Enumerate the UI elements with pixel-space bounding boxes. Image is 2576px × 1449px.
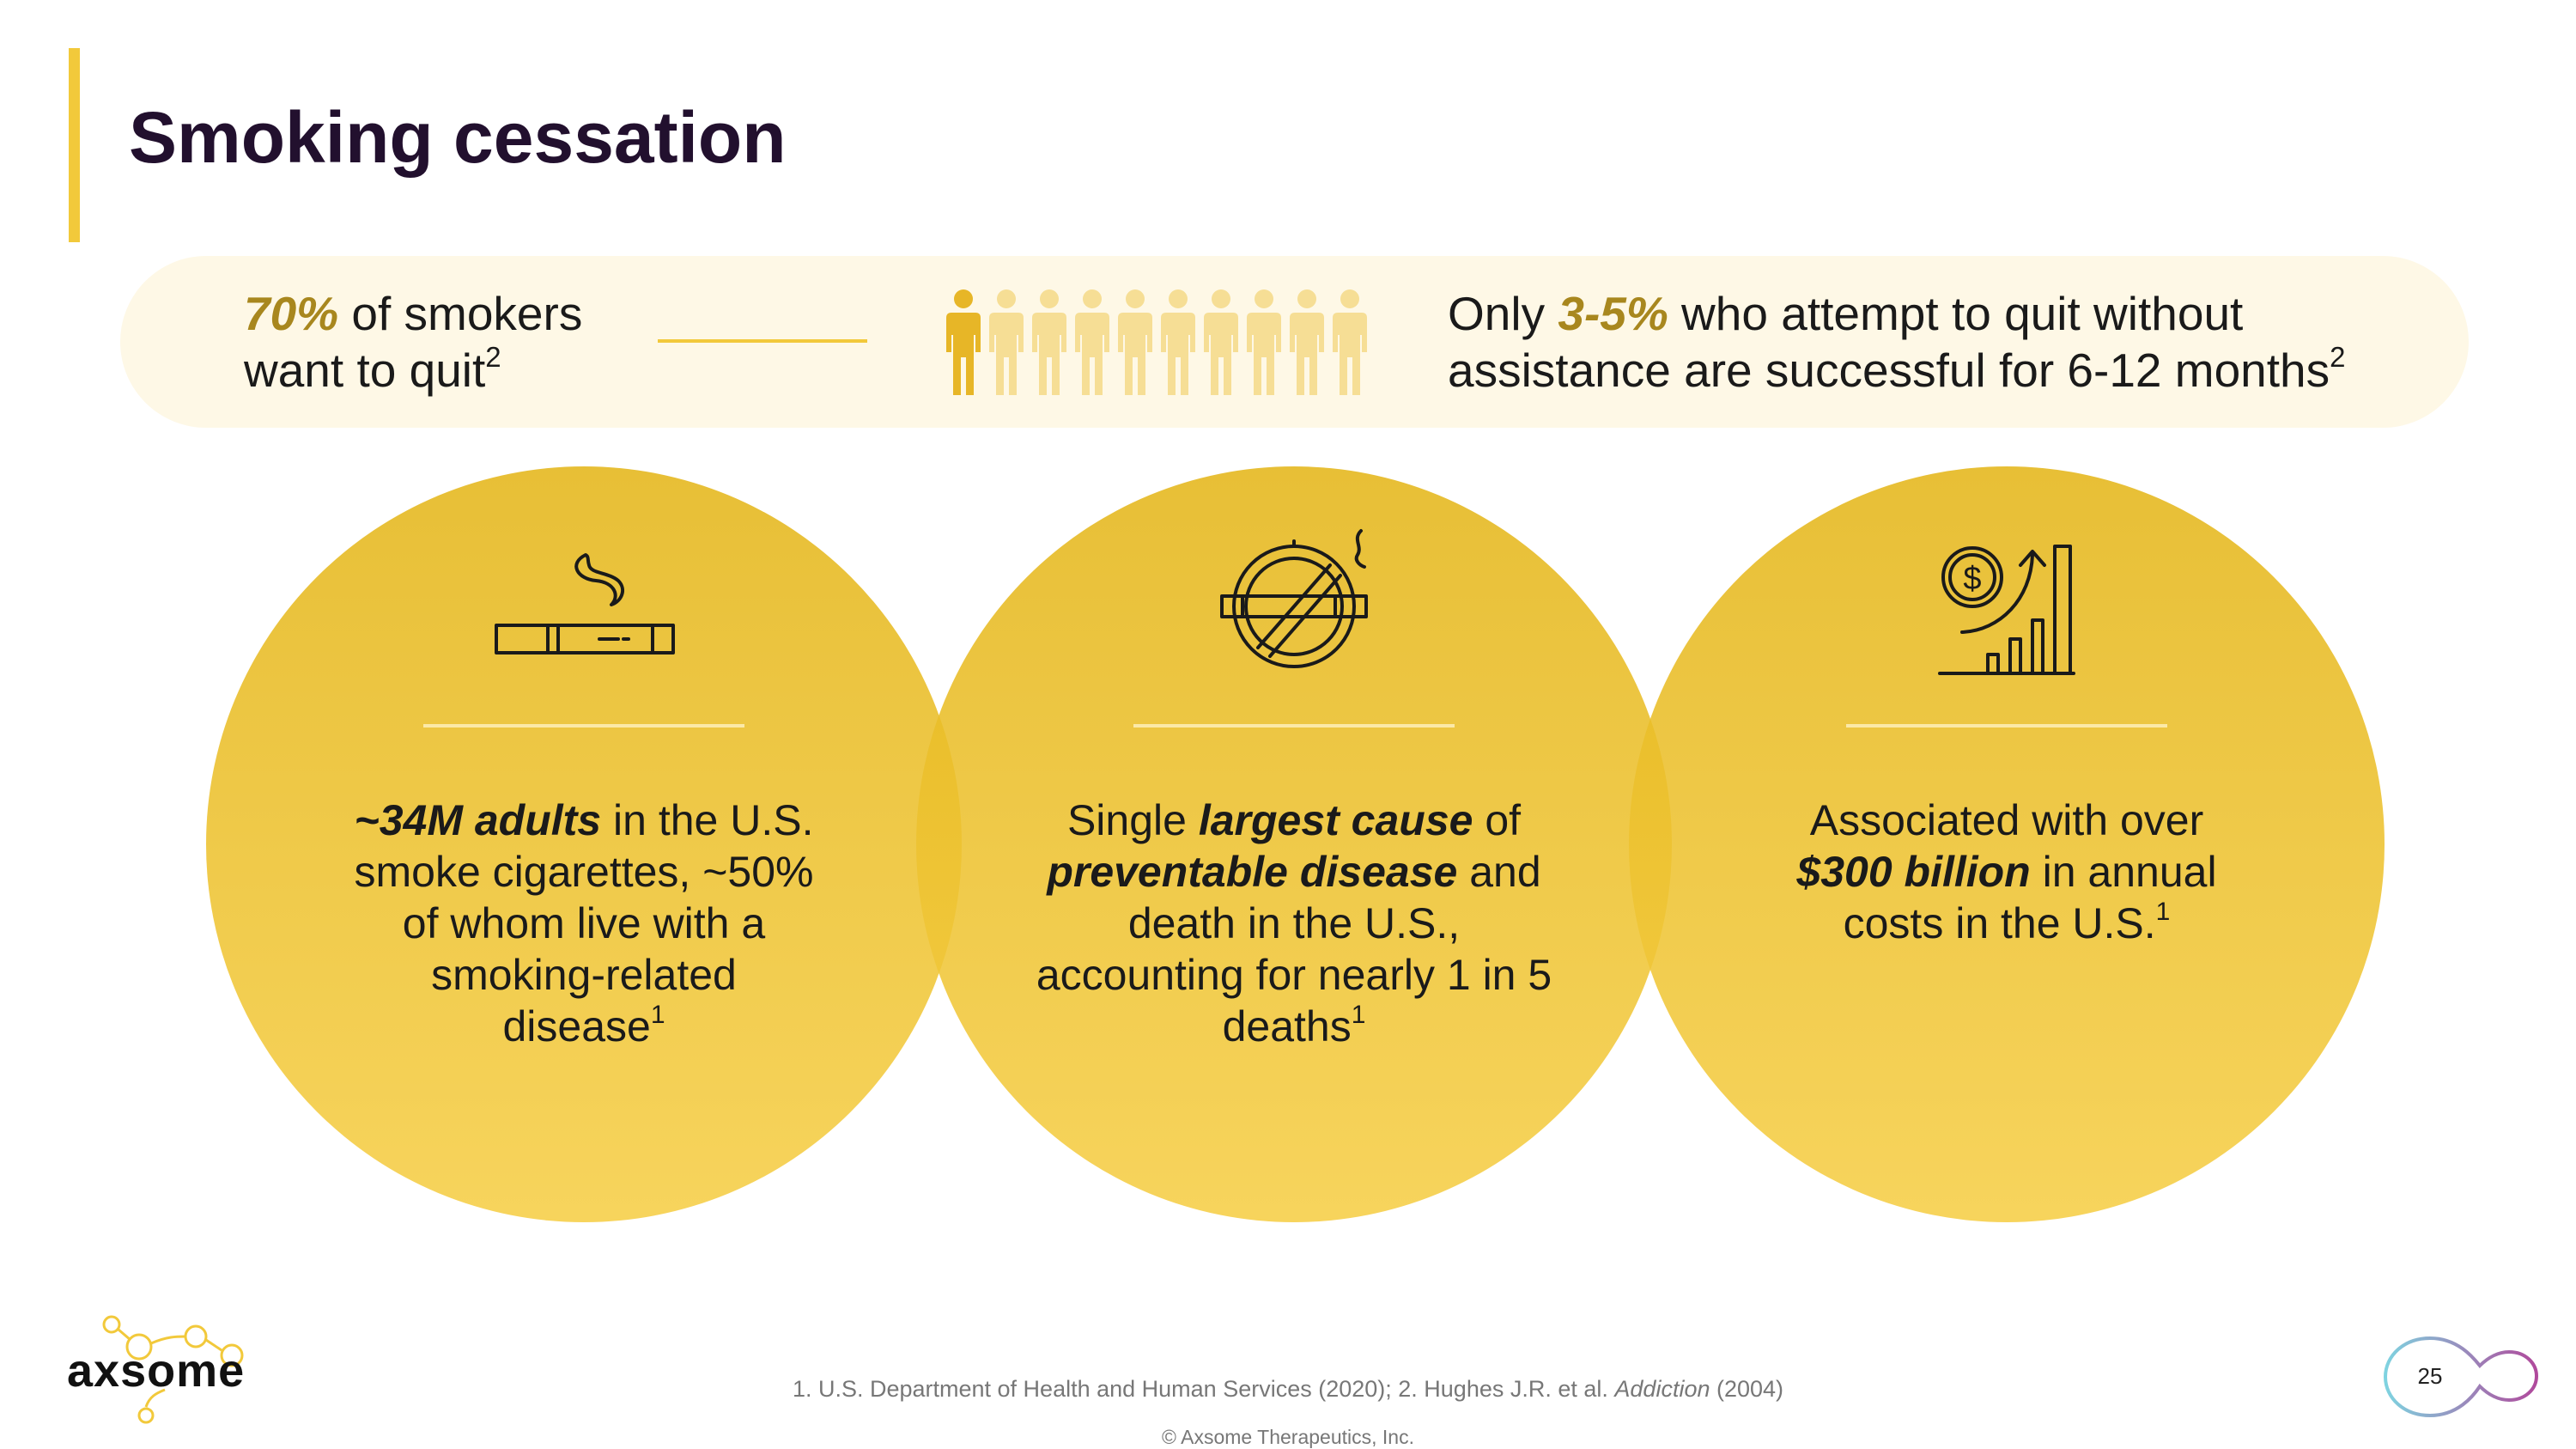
emphasis-text: $300 billion <box>1796 848 2031 896</box>
footnote-ref: 2 <box>485 340 501 373</box>
stat-highlight: 70% <box>244 287 339 340</box>
axsome-logo-mark <box>102 1315 244 1424</box>
footnote-ref: 1 <box>1351 1001 1366 1029</box>
footnote-ref: 2 <box>2330 340 2346 373</box>
stat-text: of smokers <box>338 287 583 340</box>
emphasis-text: ~34M adults <box>354 796 602 844</box>
person-figure <box>1333 289 1367 395</box>
footnote-ref: 1 <box>2155 898 2171 926</box>
no-smoking-icon <box>1220 529 1368 668</box>
person-figure-highlighted <box>946 289 981 395</box>
body-text: in annual <box>2030 848 2217 896</box>
stat-text: Only <box>1448 287 1558 340</box>
emphasis-text: preventable disease <box>1047 848 1458 896</box>
person-figure <box>1204 289 1238 395</box>
banner-connector-line <box>658 339 867 343</box>
body-text: Single <box>1066 796 1199 844</box>
circle-divider <box>423 724 744 728</box>
page-title: Smoking cessation <box>129 97 787 178</box>
footnote-text: (2004) <box>1710 1376 1784 1402</box>
footnote-text: 1. U.S. Department of Health and Human S… <box>792 1376 1615 1402</box>
body-text: smoking-related <box>431 951 737 999</box>
person-figure <box>989 289 1024 395</box>
circle-text-adults: ~34M adults in the U.S. smoke cigarettes… <box>318 795 850 1052</box>
emphasis-text: largest cause <box>1198 796 1473 844</box>
footnote-journal: Addiction <box>1614 1376 1710 1402</box>
circle-divider <box>1846 724 2167 728</box>
circle-adults-smoking <box>206 466 962 1222</box>
body-text: death in the U.S., <box>1127 899 1461 947</box>
dollar-growth-icon: $ <box>1938 545 2075 675</box>
body-text: of whom live with a <box>402 899 766 947</box>
title-accent-bar <box>69 48 80 242</box>
person-figure <box>1075 289 1109 395</box>
stat-text: assistance are successful for 6-12 month… <box>1448 344 2330 397</box>
stat-text: who attempt to quit without <box>1668 287 2244 340</box>
footnote-references: 1. U.S. Department of Health and Human S… <box>0 1376 2576 1403</box>
person-figure <box>1290 289 1324 395</box>
copyright: © Axsome Therapeutics, Inc. <box>1162 1426 1414 1448</box>
stat-want-to-quit: 70% of smokers want to quit2 <box>244 285 582 399</box>
person-figure <box>1118 289 1152 395</box>
body-text: Associated with over <box>1809 796 2204 844</box>
footnote-ref: 1 <box>650 1001 665 1029</box>
body-text: in the U.S. <box>601 796 814 844</box>
svg-text:$: $ <box>1963 561 1981 597</box>
body-text: deaths <box>1222 1002 1352 1050</box>
body-text: disease <box>502 1002 651 1050</box>
person-figure <box>1161 289 1195 395</box>
circle-text-disease: Single largest cause of preventable dise… <box>1028 795 1560 1052</box>
body-text: costs in the U.S. <box>1843 899 2156 947</box>
body-text: accounting for nearly 1 in 5 <box>1036 951 1552 999</box>
page-number-badge-icon <box>2383 1336 2539 1418</box>
circle-annual-costs <box>1629 466 2385 1222</box>
stat-quit-success: Only 3-5% who attempt to quit without as… <box>1448 285 2346 399</box>
cigarette-icon <box>495 553 675 654</box>
person-figure <box>1247 289 1281 395</box>
circle-text-costs: Associated with over $300 billion in ann… <box>1741 795 2273 949</box>
person-figure <box>1032 289 1066 395</box>
circle-preventable-disease <box>916 466 1672 1222</box>
circle-divider <box>1133 724 1455 728</box>
stat-highlight: 3-5% <box>1558 287 1668 340</box>
axsome-logo: axsome <box>67 1345 246 1397</box>
body-text: and <box>1457 848 1541 896</box>
body-text: of <box>1473 796 1522 844</box>
body-text: smoke cigarettes, ~50% <box>354 848 814 896</box>
stat-text: want to quit <box>244 344 486 397</box>
page-number: 25 <box>2417 1363 2443 1389</box>
people-row-icon <box>946 289 1367 395</box>
